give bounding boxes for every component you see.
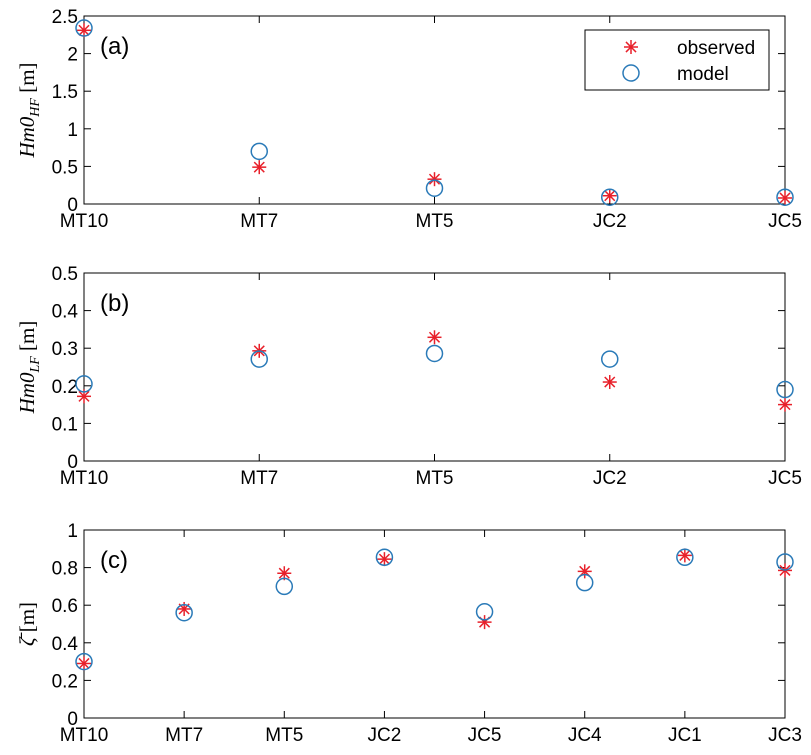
model-point xyxy=(250,142,268,161)
x-tick-label: MT5 xyxy=(265,725,303,746)
x-tick-label: JC2 xyxy=(368,725,402,746)
y-tick-label: 0.8 xyxy=(52,559,78,580)
legend-label-model: model xyxy=(677,64,729,85)
y-tick-label: 0.5 xyxy=(52,264,78,285)
observed-point xyxy=(427,172,442,187)
observed-point xyxy=(427,330,442,345)
x-tick-label: MT7 xyxy=(240,211,278,232)
observed-point xyxy=(602,375,617,390)
legend-label-observed: observed xyxy=(677,38,755,59)
model-point xyxy=(75,375,93,393)
panel-label: (c) xyxy=(100,547,128,574)
y-tick-label: 0.4 xyxy=(52,634,79,655)
y-tick-label: 0 xyxy=(67,452,78,473)
legend: observed model xyxy=(584,29,770,91)
x-tick-label: MT5 xyxy=(416,468,454,489)
y-tick-label: 0.2 xyxy=(52,377,78,398)
y-axis-label: Hm0HF [m] xyxy=(15,62,43,158)
x-tick-label: JC3 xyxy=(768,725,802,746)
model-point xyxy=(425,179,444,197)
observed-point xyxy=(77,656,91,671)
y-tick-label: 0 xyxy=(67,709,78,730)
observed-point xyxy=(77,23,91,38)
x-tick-label: JC2 xyxy=(593,211,627,232)
model-point xyxy=(575,573,594,592)
y-tick-label: 0.1 xyxy=(52,414,78,435)
observed-point xyxy=(252,160,267,175)
model-point xyxy=(776,380,794,399)
y-tick-label: 0.3 xyxy=(52,339,78,360)
observed-point xyxy=(377,552,392,567)
plot-frame xyxy=(83,529,786,719)
x-tick-label: MT10 xyxy=(60,725,109,746)
legend-model-marker xyxy=(622,64,640,82)
y-axis-label: Hm0LF [m] xyxy=(15,321,43,415)
observed-point xyxy=(677,548,692,563)
y-tick-label: 1 xyxy=(67,521,78,542)
y-axis-label: ζ̄ [m] xyxy=(15,602,39,646)
x-tick-label: MT10 xyxy=(60,468,109,489)
y-tick-label: 0.5 xyxy=(52,157,78,178)
model-point xyxy=(250,350,268,368)
x-tick-label: JC4 xyxy=(568,725,602,746)
x-tick-label: MT10 xyxy=(60,211,109,232)
y-tick-label: 0.4 xyxy=(52,302,79,323)
panel-label: (b) xyxy=(100,290,129,317)
plot-frame xyxy=(83,272,786,462)
panel-b: 0 0.1 0.2 0.3 0.4 0.5 MT10 MT7 MT5 JC2 JC5 (b) Hm0LF… xyxy=(15,264,802,489)
panel-a: 0 0.5 1 1.5 2 2.5 MT10 MT7 MT5 JC2 JC5 (a) Hm0HF [m]… xyxy=(15,7,802,232)
panel-label: (a) xyxy=(100,33,129,60)
panel-c: 0 0.2 0.4 0.6 0.8 1 MT10 MT7 MT5 JC2 JC5 JC4 JC1 JC3 (… xyxy=(15,521,802,746)
model-point xyxy=(75,19,93,37)
model-point xyxy=(676,548,694,567)
observed-point xyxy=(778,397,792,412)
model-point xyxy=(601,350,619,368)
model-point xyxy=(425,344,444,363)
y-tick-label: 0 xyxy=(67,195,78,216)
x-tick-label: JC1 xyxy=(668,725,702,746)
legend-observed-marker xyxy=(624,40,638,54)
y-tick-label: 2.5 xyxy=(52,7,78,28)
model-point xyxy=(175,603,193,622)
model-point xyxy=(601,188,619,206)
model-point xyxy=(776,188,794,206)
model-point xyxy=(475,603,494,621)
x-tick-label: JC5 xyxy=(468,725,502,746)
model-point xyxy=(375,548,394,567)
x-tick-label: MT5 xyxy=(416,211,454,232)
x-tick-label: JC5 xyxy=(768,211,802,232)
y-tick-label: 0.2 xyxy=(52,671,78,692)
y-tick-label: 0.6 xyxy=(52,596,78,617)
y-tick-label: 1.5 xyxy=(52,82,78,103)
model-point xyxy=(275,577,294,596)
model-point xyxy=(75,652,93,671)
legend-box xyxy=(584,29,770,91)
observed-point xyxy=(778,190,792,205)
x-tick-label: JC2 xyxy=(593,468,627,489)
x-tick-label: MT7 xyxy=(240,468,278,489)
model-point xyxy=(776,553,794,571)
y-tick-label: 2 xyxy=(67,45,78,66)
y-tick-label: 1 xyxy=(67,120,78,141)
x-tick-label: MT7 xyxy=(165,725,203,746)
x-tick-label: JC5 xyxy=(768,468,802,489)
observed-point xyxy=(602,188,617,203)
